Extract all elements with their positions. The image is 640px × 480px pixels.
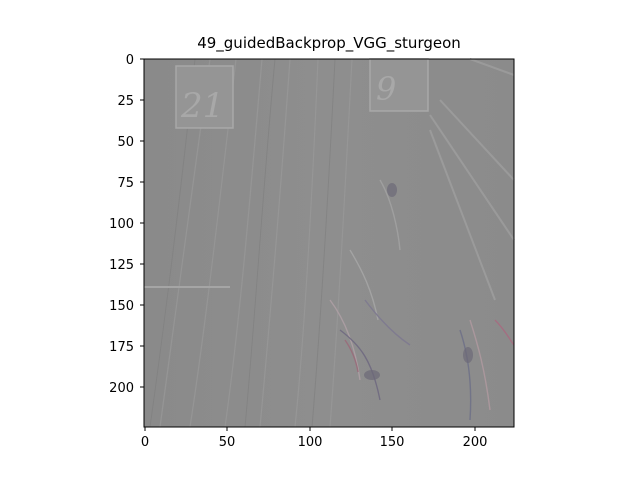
placard-right: 9: [369, 58, 429, 112]
axes-frame: [143, 58, 515, 428]
y-tick-label: 25: [117, 94, 134, 109]
x-tick-label: 200: [463, 435, 488, 450]
y-tick-label: 125: [109, 258, 134, 273]
y-tick-labels: 0 25 50 75 100 125 150 175 200: [109, 53, 134, 396]
placard-right-number: 9: [376, 70, 396, 108]
x-tick-label: 0: [141, 435, 149, 450]
x-tick-label: 50: [219, 435, 236, 450]
y-tick-label: 200: [109, 381, 134, 396]
y-tick-label: 0: [126, 53, 134, 68]
y-tick-label: 150: [109, 299, 134, 314]
plot-title: 49_guidedBackprop_VGG_sturgeon: [197, 34, 461, 52]
y-axis: [140, 58, 144, 388]
y-tick-label: 50: [117, 135, 134, 150]
y-tick-label: 175: [109, 340, 134, 355]
y-tick-label: 75: [117, 176, 134, 191]
placard-left: 21: [175, 65, 234, 129]
y-tick-label: 100: [109, 217, 134, 232]
saliency-image: 21 9: [144, 58, 515, 428]
x-axis: [144, 427, 476, 431]
x-tick-label: 100: [298, 435, 323, 450]
placard-left-number: 21: [180, 86, 224, 126]
x-tick-labels: 0 50 100 150 200: [141, 435, 488, 450]
x-tick-label: 150: [380, 435, 405, 450]
